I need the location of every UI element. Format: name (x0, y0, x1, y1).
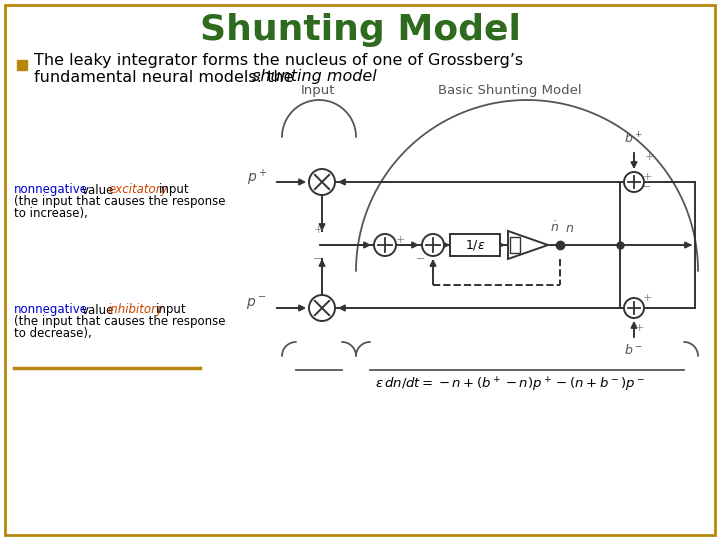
Circle shape (624, 172, 644, 192)
Text: excitatory: excitatory (108, 184, 168, 197)
Text: nonnegative: nonnegative (14, 303, 88, 316)
Text: to increase),: to increase), (14, 207, 88, 220)
Text: $p^-$: $p^-$ (246, 295, 267, 312)
Text: $\varepsilon\,dn/dt = -n + (b^+ - n)p^+ - (n + b^-)p^-$: $\varepsilon\,dn/dt = -n + (b^+ - n)p^+ … (375, 376, 645, 394)
Text: nonnegative: nonnegative (14, 184, 88, 197)
Circle shape (624, 298, 644, 318)
Text: Shunting Model: Shunting Model (199, 13, 521, 47)
Text: +: + (313, 225, 323, 235)
Text: +: + (642, 293, 652, 303)
Text: input: input (159, 184, 189, 197)
Text: fundamental neural models: the: fundamental neural models: the (34, 70, 299, 84)
Text: value: value (82, 184, 114, 197)
Text: (the input that causes the response: (the input that causes the response (14, 195, 225, 208)
Text: $1/\varepsilon$: $1/\varepsilon$ (465, 238, 485, 252)
Circle shape (309, 295, 335, 321)
Polygon shape (508, 231, 548, 259)
Text: shunting model: shunting model (252, 70, 377, 84)
Text: +: + (642, 172, 652, 182)
Text: −: − (416, 254, 426, 264)
Text: Basic Shunting Model: Basic Shunting Model (438, 84, 582, 97)
Text: to decrease),: to decrease), (14, 327, 91, 341)
FancyBboxPatch shape (510, 237, 520, 253)
Text: inhibitory: inhibitory (108, 303, 164, 316)
Text: $\dot{n}$: $\dot{n}$ (550, 220, 559, 235)
FancyBboxPatch shape (450, 234, 500, 256)
Text: $p^+$: $p^+$ (246, 168, 267, 188)
Text: +: + (644, 152, 654, 162)
Text: The leaky integrator forms the nucleus of one of Grossberg’s: The leaky integrator forms the nucleus o… (34, 52, 523, 68)
Circle shape (309, 169, 335, 195)
Text: $n$: $n$ (565, 222, 574, 235)
Text: $b^+$: $b^+$ (624, 132, 644, 147)
Text: value: value (82, 303, 114, 316)
Text: −: − (642, 182, 652, 192)
Circle shape (374, 234, 396, 256)
Text: +: + (634, 323, 644, 333)
Text: (the input that causes the response: (the input that causes the response (14, 315, 225, 328)
Text: +: + (395, 235, 405, 245)
Text: $b^-$: $b^-$ (624, 343, 644, 357)
Circle shape (422, 234, 444, 256)
Text: input: input (156, 303, 186, 316)
Text: Input: Input (301, 84, 336, 97)
Text: −: − (313, 254, 323, 264)
